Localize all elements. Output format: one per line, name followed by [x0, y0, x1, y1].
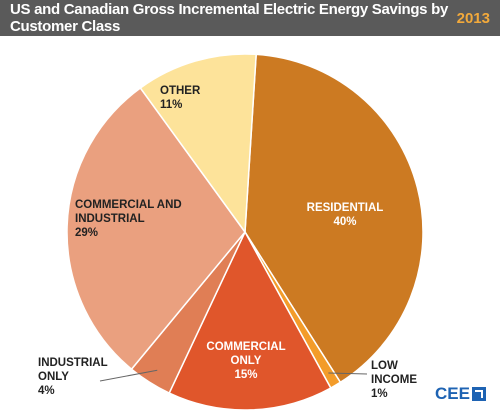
chart-header: US and Canadian Gross Incremental Electr… [0, 0, 500, 36]
slice-label: RESIDENTIAL 40% [307, 202, 384, 228]
pie-slice-residential [244, 53, 424, 384]
pie-chart: RESIDENTIAL 40% LOW INCOME 1% COMMERCIAL ONLY 1… [38, 53, 424, 411]
slice-label: OTHER 11% [160, 85, 201, 111]
pie-slice-other [139, 53, 257, 235]
logo-text: CEE [435, 384, 470, 403]
slice-label: COMMERCIAL ONLY 15% [206, 341, 285, 381]
cee-logo: CEE [435, 384, 486, 404]
leader-line [328, 372, 368, 375]
chart-year: 2013 [456, 9, 490, 27]
slice-label: LOW INCOME 1% [371, 360, 417, 400]
pie-slice-commercial-and-industrial [66, 86, 246, 371]
slice-label: INDUSTRIAL ONLY 4% [38, 357, 108, 397]
chart-title: US and Canadian Gross Incremental Electr… [10, 1, 448, 35]
logo-mark-icon [472, 387, 486, 401]
slice-label: COMMERCIAL AND INDUSTRIAL 29% [75, 199, 182, 239]
leader-line [99, 369, 158, 382]
pie-slice-commercial-only [168, 230, 332, 411]
